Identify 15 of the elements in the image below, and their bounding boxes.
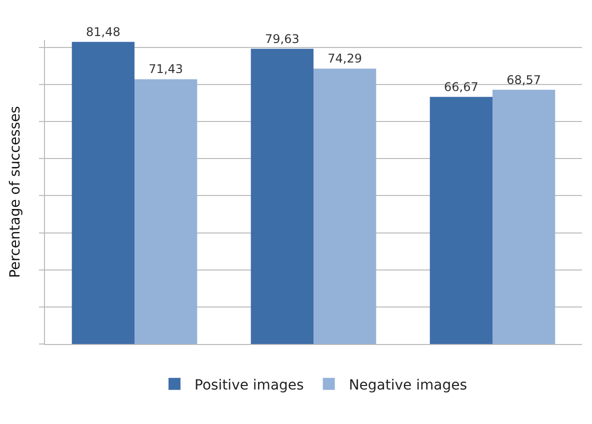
data-label: 74,29 (328, 52, 362, 66)
bar (314, 68, 376, 344)
bar (72, 42, 134, 344)
bar (492, 90, 556, 344)
data-label: 68,57 (506, 72, 542, 87)
legend-label: Positive images (194, 377, 304, 394)
legend-label: Negative images (348, 377, 468, 394)
bar (250, 48, 314, 344)
data-label: 71,43 (148, 62, 184, 76)
data-label: 81,48 (86, 24, 120, 39)
data-label: 66,67 (444, 80, 478, 94)
bar (134, 79, 198, 344)
bar (430, 96, 492, 344)
data-label: 79,63 (264, 32, 300, 46)
y-axis-title: Percentage of successes (8, 106, 24, 278)
